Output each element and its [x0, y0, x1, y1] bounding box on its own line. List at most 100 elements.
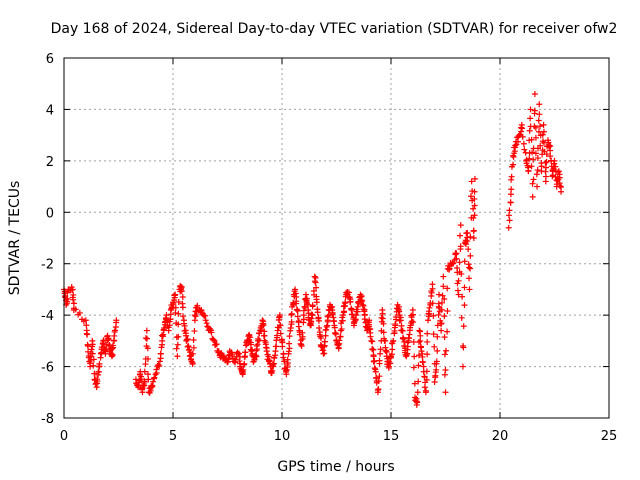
data-point [380, 329, 387, 336]
data-point [279, 343, 286, 350]
data-point [241, 361, 248, 368]
x-axis-label: GPS time / hours [277, 459, 394, 475]
data-point [229, 355, 236, 362]
data-point [514, 138, 521, 145]
data-point [293, 300, 300, 307]
data-point [259, 317, 266, 324]
data-point [441, 313, 448, 320]
data-point [190, 337, 197, 344]
data-point [438, 299, 445, 306]
data-point [458, 314, 465, 321]
data-point [294, 307, 301, 314]
data-point [280, 354, 287, 361]
data-point [414, 399, 421, 406]
data-point [529, 193, 536, 200]
data-point [375, 378, 382, 385]
data-point [174, 341, 181, 348]
data-point [461, 302, 468, 309]
data-point [298, 343, 305, 349]
data-point [464, 238, 471, 245]
data-point [438, 327, 445, 334]
axis-ticks [63, 57, 610, 419]
data-point [260, 322, 267, 329]
data-point [553, 181, 560, 188]
data-point [143, 335, 150, 342]
data-point [156, 363, 163, 370]
data-point [414, 389, 421, 396]
data-point [181, 322, 188, 329]
data-point [72, 306, 79, 313]
data-point [371, 358, 378, 365]
data-point [322, 332, 329, 339]
data-point [527, 115, 534, 122]
data-point [94, 378, 101, 385]
data-point [457, 232, 464, 239]
data-point [442, 367, 449, 374]
data-point [438, 306, 445, 313]
data-point [411, 353, 418, 360]
data-point [371, 365, 378, 372]
data-point [424, 338, 431, 345]
data-point [537, 123, 544, 130]
data-point [337, 327, 344, 334]
data-point [191, 317, 198, 324]
data-point [318, 335, 325, 342]
data-point [284, 356, 291, 363]
data-point [175, 321, 182, 328]
data-point [417, 332, 424, 339]
data-point [175, 333, 182, 340]
chart-title: Day 168 of 2024, Sidereal Day-to-day VTE… [51, 21, 618, 37]
data-point [255, 335, 262, 342]
data-point [322, 326, 329, 333]
data-point [426, 304, 433, 311]
data-point [69, 286, 76, 293]
data-point [457, 222, 464, 229]
data-point [347, 298, 354, 305]
data-point [380, 320, 387, 327]
data-point [521, 146, 528, 153]
data-point [441, 296, 448, 303]
data-point [526, 155, 533, 162]
data-point [406, 327, 413, 334]
plot-border [63, 57, 610, 419]
data-point [429, 281, 436, 288]
data-point [470, 205, 477, 212]
data-point [90, 356, 97, 363]
data-point [142, 335, 149, 342]
data-point [191, 312, 198, 319]
data-point [552, 163, 559, 170]
data-point [528, 163, 535, 170]
data-point [466, 264, 473, 271]
data-point [240, 366, 247, 373]
data-point [189, 350, 196, 357]
data-point [182, 327, 189, 334]
data-point [543, 164, 550, 171]
data-point [345, 289, 352, 296]
data-point [359, 301, 366, 308]
data-point [295, 323, 302, 330]
data-point [144, 345, 151, 352]
data-point [466, 275, 473, 282]
data-point [530, 156, 537, 163]
data-point [419, 359, 426, 366]
data-point [141, 379, 148, 385]
data-point [332, 329, 339, 336]
data-point [349, 311, 356, 318]
data-point [191, 328, 198, 335]
x-tick-labels: 0 5 10 15 20 25 [60, 429, 617, 444]
data-point [287, 325, 294, 331]
data-point [174, 353, 181, 360]
data-point [424, 330, 431, 337]
data-point [390, 338, 397, 345]
data-point [285, 348, 292, 355]
data-point [470, 235, 477, 241]
data-point [202, 317, 209, 324]
data-point [308, 311, 315, 318]
data-point [300, 307, 307, 314]
data-point [434, 347, 441, 354]
data-point [189, 361, 196, 367]
x-tick-label: 10 [274, 429, 291, 444]
data-point [172, 304, 179, 311]
data-point [370, 346, 377, 353]
